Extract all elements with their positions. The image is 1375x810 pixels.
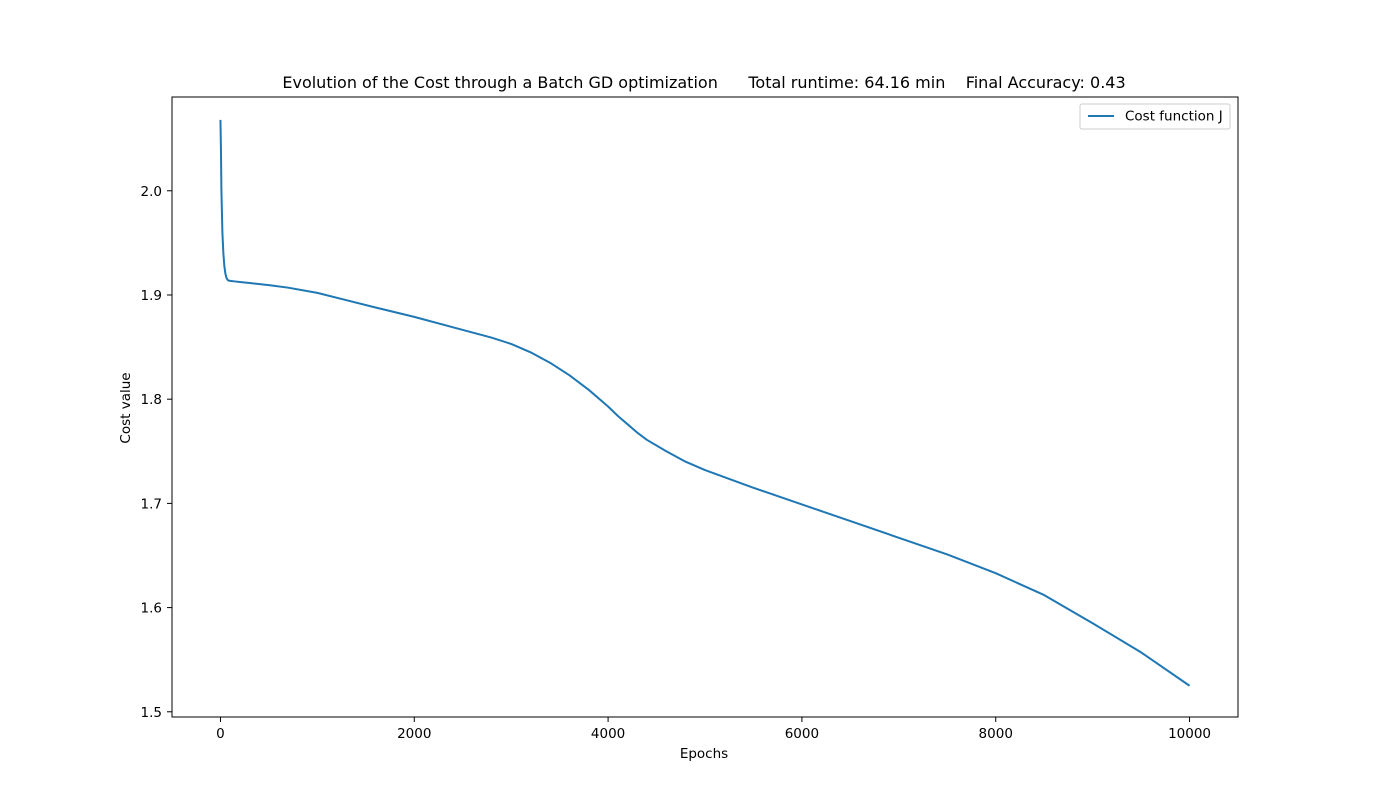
legend-box xyxy=(1079,103,1231,130)
x-axis-ticks: 0 2000 4000 6000 8000 10000 xyxy=(216,717,1211,742)
chart-title: Evolution of the Cost through a Batch GD… xyxy=(282,73,1125,92)
legend: Cost function J xyxy=(1079,103,1231,130)
y-tick-label: 1.9 xyxy=(141,288,162,304)
legend-entry-cost-function-j: Cost function J xyxy=(1125,109,1223,125)
x-tick-label: 2000 xyxy=(397,726,431,742)
x-tick-label: 0 xyxy=(216,726,225,742)
x-tick-label: 8000 xyxy=(979,726,1013,742)
y-tick-label: 2.0 xyxy=(141,184,162,200)
x-tick-label: 4000 xyxy=(591,726,625,742)
series-line-cost-function-j xyxy=(219,119,1191,687)
x-tick-label: 10000 xyxy=(1168,726,1211,742)
y-axis-label: Cost value xyxy=(118,372,134,443)
y-tick-label: 1.8 xyxy=(141,392,162,408)
y-tick-label: 1.6 xyxy=(141,601,162,617)
y-tick-label: 1.5 xyxy=(141,705,162,721)
plot-area xyxy=(171,96,1239,718)
x-tick-label: 6000 xyxy=(785,726,819,742)
series-group xyxy=(219,119,1191,687)
x-axis-label: Epochs xyxy=(680,746,728,762)
y-tick-label: 1.7 xyxy=(141,496,162,512)
y-axis-ticks: 1.5 1.6 1.7 1.8 1.9 2.0 xyxy=(141,184,172,721)
